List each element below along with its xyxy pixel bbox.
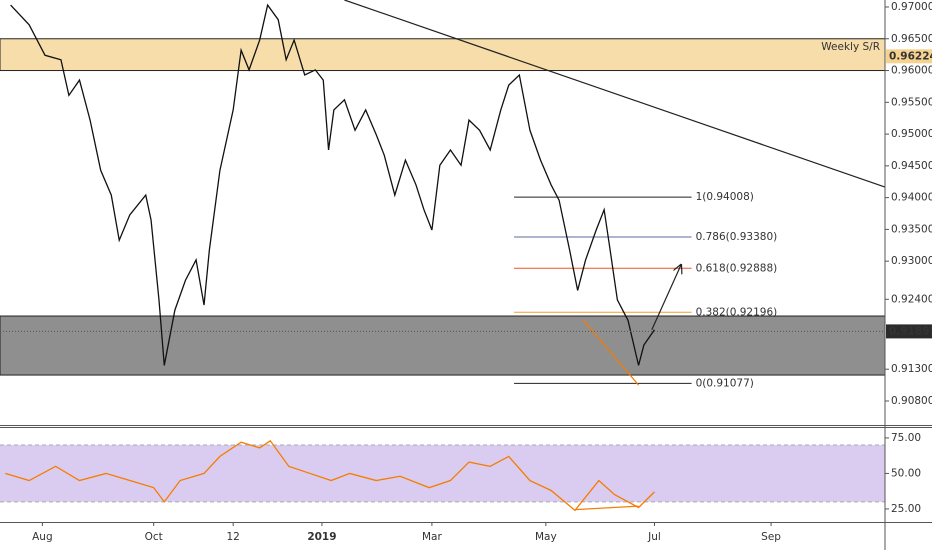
rsi-band: [0, 445, 885, 502]
x-tick-label: Aug: [32, 531, 53, 543]
price-label-box: [886, 49, 932, 64]
trend-line: [582, 319, 640, 386]
fib-label: 0.382(0.92196): [696, 306, 778, 318]
y-tick-label: 0.96000: [891, 65, 932, 77]
projection-arrow: [651, 265, 681, 331]
fib-label: 0.786(0.93380): [696, 231, 778, 243]
y-tick-label: 0.90800: [891, 395, 932, 407]
x-tick-label: May: [535, 531, 557, 543]
y-tick-label: 0.91300: [891, 363, 932, 375]
y-tick-label: 0.93000: [891, 255, 932, 267]
x-tick-label: Mar: [422, 531, 442, 543]
y-tick-label: 0.96500: [891, 33, 932, 45]
series-line: [10, 3, 656, 366]
last-price-box: [886, 324, 932, 339]
fib-label: 0(0.91077): [696, 377, 754, 389]
y-tick-label: 75.00: [891, 432, 921, 444]
trend-line: [574, 505, 639, 511]
x-tick-label: 12: [226, 531, 239, 543]
fib-label: 1(0.94008): [696, 191, 754, 203]
last-price-label: 0.91895: [889, 325, 932, 337]
y-tick-label: 50.00: [891, 467, 921, 479]
y-tick-label: 0.94000: [891, 192, 932, 204]
y-tick-label: 0.94500: [891, 160, 932, 172]
x-tick-label: Jul: [647, 531, 661, 543]
x-tick-label: Sep: [761, 531, 781, 543]
y-tick-label: 0.92400: [891, 293, 932, 305]
x-tick-label: Oct: [145, 531, 163, 543]
y-tick-label: 0.93500: [891, 223, 932, 235]
y-tick-label: 0.95500: [891, 96, 932, 108]
weekly-sr-label: Weekly S/R: [821, 41, 880, 53]
fib-label: 0.618(0.92888): [696, 262, 778, 274]
y-tick-label: 25.00: [891, 503, 921, 515]
price-label: 0.96224: [889, 50, 932, 62]
y-tick-label: 0.97000: [891, 1, 932, 13]
trend-line: [344, 0, 886, 188]
y-tick-label: 0.95000: [891, 128, 932, 140]
weekly-sr-zone: [0, 38, 886, 72]
support-zone: [0, 315, 886, 376]
series-line: [5, 439, 655, 512]
x-tick-label: 2019: [307, 531, 336, 543]
